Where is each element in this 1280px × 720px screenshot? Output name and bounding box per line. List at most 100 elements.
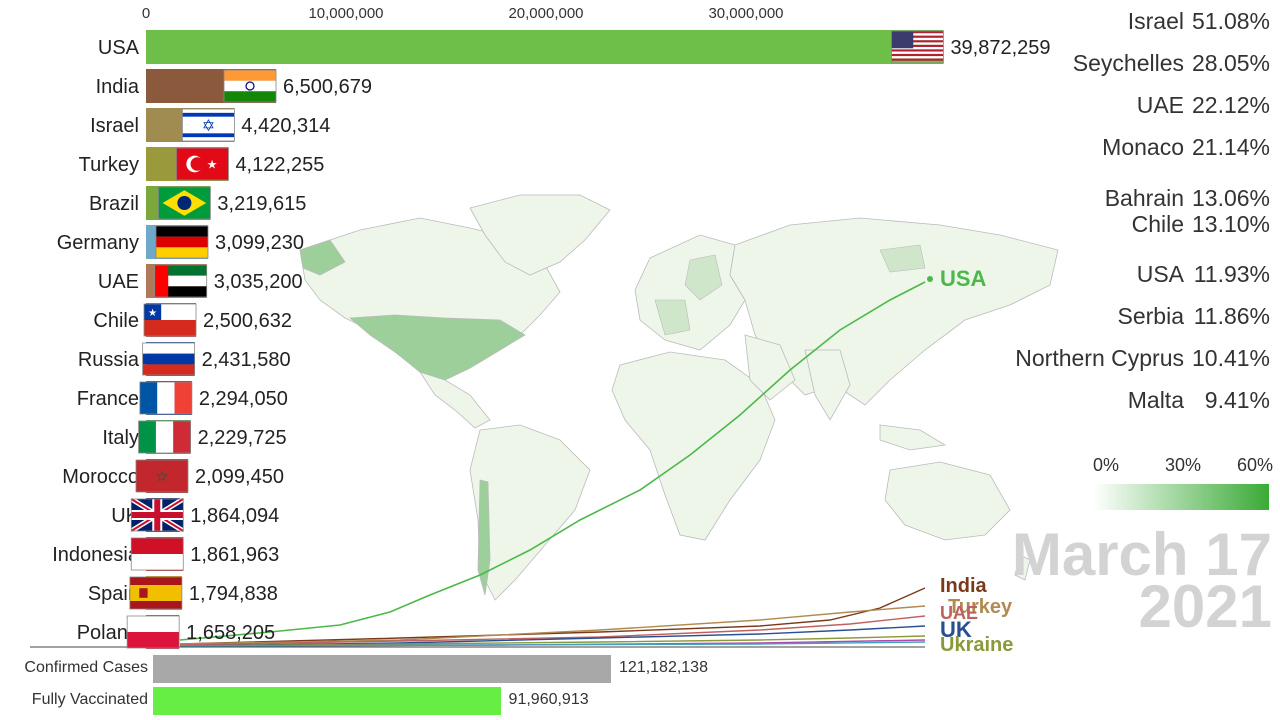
axis-tick-label: 0 bbox=[142, 5, 150, 22]
bar-label: Turkey bbox=[79, 154, 139, 176]
bar-value: 1,658,205 bbox=[186, 622, 275, 644]
summary-bar-vaccinated bbox=[153, 687, 501, 715]
line-label-turkey: Turkey bbox=[948, 596, 1013, 618]
bar-value: 4,420,314 bbox=[241, 115, 330, 137]
bar-value: 39,872,259 bbox=[950, 37, 1050, 59]
percent-row: Serbia 11.86% bbox=[1118, 301, 1270, 331]
bar-row-israel: Israel ✡ 4,420,314 bbox=[90, 108, 330, 142]
bar-label: India bbox=[96, 76, 140, 98]
line-label-ukraine: Ukraine bbox=[940, 634, 1014, 656]
spain-flag-icon bbox=[129, 576, 183, 610]
axis-tick-label: 20,000,000 bbox=[508, 5, 583, 22]
percent-country: Malta bbox=[1127, 386, 1184, 413]
svg-text:☆: ☆ bbox=[156, 469, 169, 485]
bar-label: Israel bbox=[90, 115, 139, 137]
bar-value: 3,219,615 bbox=[217, 193, 306, 215]
line-label-india: India bbox=[940, 575, 987, 597]
scale-label-30: 30% bbox=[1165, 455, 1202, 475]
percent-value: 28.05% bbox=[1191, 49, 1270, 76]
summary-label-vaccinated: Fully Vaccinated bbox=[31, 691, 148, 708]
france-flag-icon bbox=[139, 381, 193, 415]
bar-value: 6,500,679 bbox=[283, 76, 372, 98]
india-flag-icon bbox=[223, 69, 277, 103]
morocco-flag-icon: ☆ bbox=[135, 459, 189, 493]
bar-label: France bbox=[77, 388, 139, 410]
bar-value: 4,122,255 bbox=[235, 154, 324, 176]
line-label-uk: UK bbox=[940, 617, 972, 642]
percent-country: Seychelles bbox=[1072, 49, 1184, 76]
percent-value: 22.12% bbox=[1191, 91, 1270, 118]
percent-value: 51.08% bbox=[1191, 7, 1270, 34]
bar-row-france: France 2,294,050 bbox=[77, 381, 288, 415]
bar-row-brazil: Brazil 3,219,615 bbox=[89, 186, 306, 220]
bar bbox=[146, 30, 944, 64]
bar-label: Indonesia bbox=[52, 544, 140, 566]
bar-value: 3,099,230 bbox=[215, 232, 304, 254]
summary-label-confirmed: Confirmed Cases bbox=[24, 659, 148, 676]
bar-row-indonesia: Indonesia 1,861,963 bbox=[52, 537, 279, 571]
usa-flag-icon bbox=[891, 30, 944, 64]
bar-row-germany: Germany 3,099,230 bbox=[57, 225, 304, 259]
uae-flag-icon bbox=[154, 264, 208, 298]
bar-row-morocco: Morocco ☆ 2,099,450 bbox=[62, 459, 284, 493]
percent-row: Chile 13.10% bbox=[1132, 209, 1270, 239]
scale-label-60: 60% bbox=[1237, 455, 1274, 475]
bar-value: 2,099,450 bbox=[195, 466, 284, 488]
axis-tick-label: 30,000,000 bbox=[708, 5, 783, 22]
summary-bar-confirmed bbox=[153, 655, 611, 683]
svg-text:★: ★ bbox=[148, 308, 157, 319]
svg-text:★: ★ bbox=[207, 157, 218, 171]
bar-label: USA bbox=[98, 37, 140, 59]
percent-row: Monaco 21.14% bbox=[1102, 132, 1270, 162]
percent-country: Bahrain bbox=[1104, 184, 1184, 211]
germany-flag-icon bbox=[155, 225, 209, 259]
bar-label: Russia bbox=[78, 349, 140, 371]
bar-label: Chile bbox=[93, 310, 139, 332]
bar-row-italy: Italy 2,229,725 bbox=[102, 420, 287, 454]
percent-row: Bahrain 13.06% bbox=[1105, 183, 1270, 213]
percent-country: Northern Cyprus bbox=[1015, 344, 1184, 371]
percent-value: 13.06% bbox=[1191, 184, 1270, 211]
line-label-uae: UAE bbox=[940, 603, 979, 623]
percent-value: 11.93% bbox=[1193, 260, 1270, 287]
date-line-1: March 17 bbox=[1011, 521, 1272, 588]
percent-value: 11.86% bbox=[1193, 302, 1270, 329]
russia-flag-icon bbox=[142, 342, 196, 376]
bar-row-india: India 6,500,679 bbox=[96, 69, 372, 103]
color-scale-bar bbox=[1093, 484, 1269, 510]
percent-country: Serbia bbox=[1117, 302, 1184, 329]
bar-label: Germany bbox=[57, 232, 139, 254]
bar-row-poland: Poland 1,658,205 bbox=[77, 615, 275, 649]
percent-country: Monaco bbox=[1102, 133, 1184, 160]
bar-label: Poland bbox=[77, 622, 139, 644]
usa-line-endpoint bbox=[927, 276, 933, 282]
percent-row: Northern Cyprus 10.41% bbox=[1015, 343, 1270, 373]
bar-value: 2,431,580 bbox=[202, 349, 291, 371]
turkey-flag-icon: ★ bbox=[176, 147, 229, 181]
bar-value: 1,861,963 bbox=[190, 544, 279, 566]
bar-label: Italy bbox=[102, 427, 139, 449]
line-label-usa: USA bbox=[940, 266, 987, 291]
poland-flag-icon bbox=[126, 615, 180, 649]
bar-label: Morocco bbox=[62, 466, 139, 488]
usa-trend-line bbox=[179, 281, 926, 641]
percent-value: 10.41% bbox=[1191, 344, 1270, 371]
percent-value: 21.14% bbox=[1191, 133, 1270, 160]
percent-country: Chile bbox=[1131, 210, 1184, 237]
bar-value: 2,229,725 bbox=[198, 427, 287, 449]
israel-flag-icon: ✡ bbox=[182, 108, 235, 142]
percent-row: Israel 51.08% bbox=[1128, 6, 1270, 36]
bar-row-spain: Spain 1,794,838 bbox=[88, 576, 278, 610]
axis-tick-label: 10,000,000 bbox=[308, 5, 383, 22]
bar-row-usa: USA 39,872,259 bbox=[98, 30, 1051, 64]
bar-label: Brazil bbox=[89, 193, 139, 215]
bar-value: 2,294,050 bbox=[199, 388, 288, 410]
bar-row-turkey: Turkey ★ 4,122,255 bbox=[79, 147, 324, 181]
italy-flag-icon bbox=[138, 420, 191, 454]
percent-row: Malta 9.41% bbox=[1128, 385, 1270, 415]
bar-value: 1,864,094 bbox=[190, 505, 279, 527]
bar-label: UAE bbox=[98, 271, 139, 293]
percent-country: USA bbox=[1136, 260, 1184, 287]
percent-row: Seychelles 28.05% bbox=[1073, 48, 1270, 78]
